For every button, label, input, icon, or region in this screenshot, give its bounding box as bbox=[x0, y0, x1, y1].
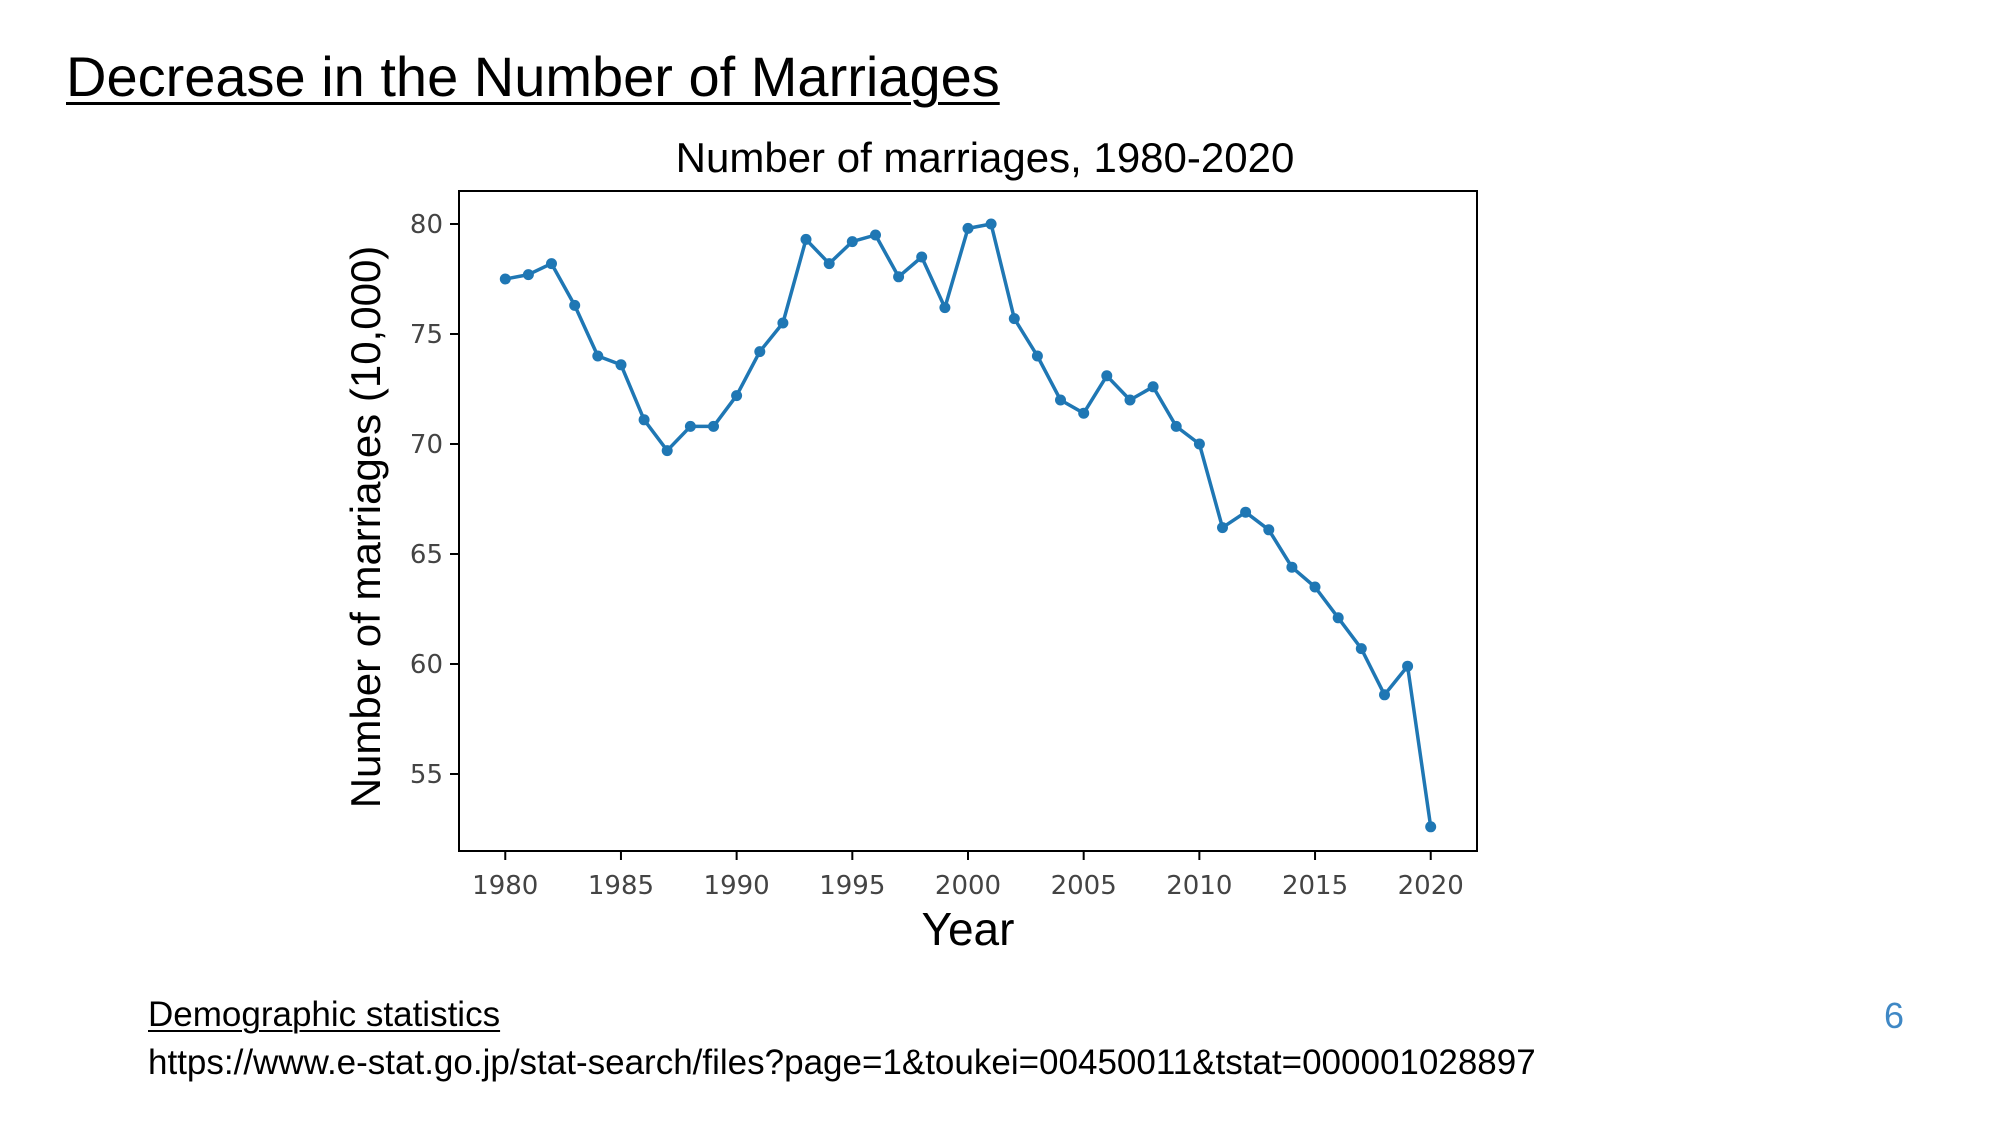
data-point bbox=[1055, 394, 1066, 406]
data-point bbox=[1263, 524, 1275, 536]
source-label: Demographic statistics bbox=[148, 995, 501, 1034]
data-point bbox=[1170, 420, 1182, 432]
marriages-line-chart: Number of marriages, 1980-2020 55 60 65 70 7… bbox=[342, 134, 1478, 955]
x-tick-label: 2015 bbox=[1282, 871, 1348, 901]
data-point bbox=[615, 359, 627, 371]
data-point bbox=[592, 350, 604, 362]
y-tick-label: 75 bbox=[410, 320, 443, 350]
x-tick-label: 1995 bbox=[819, 871, 885, 901]
x-tick-label: 2020 bbox=[1398, 871, 1464, 901]
data-point bbox=[1379, 689, 1390, 701]
x-tick-label: 1990 bbox=[704, 871, 770, 901]
data-point bbox=[1309, 581, 1321, 593]
x-tick-label: 1985 bbox=[588, 871, 654, 901]
data-point bbox=[1193, 438, 1205, 450]
data-point bbox=[1425, 821, 1437, 833]
y-tick-label: 65 bbox=[410, 540, 443, 570]
data-point bbox=[1332, 612, 1344, 624]
data-point bbox=[800, 233, 812, 245]
data-point bbox=[939, 302, 951, 314]
data-point bbox=[823, 258, 835, 270]
series-line bbox=[504, 222, 1433, 828]
data-point bbox=[569, 299, 581, 311]
data-point bbox=[870, 229, 881, 241]
data-point bbox=[1217, 522, 1228, 534]
slide-title: Decrease in the Number of Marriages bbox=[66, 45, 1000, 108]
data-point bbox=[546, 258, 557, 270]
data-point bbox=[985, 218, 997, 230]
data-point bbox=[893, 271, 905, 283]
data-point bbox=[1101, 370, 1113, 382]
data-point bbox=[1078, 407, 1090, 419]
data-point bbox=[684, 420, 696, 432]
data-point bbox=[962, 222, 974, 234]
plot-frame bbox=[458, 190, 1478, 852]
data-point bbox=[754, 346, 766, 358]
data-point bbox=[1355, 643, 1367, 655]
source-url: https://www.e-stat.go.jp/stat-search/fil… bbox=[148, 1043, 1536, 1082]
x-tick-label: 2010 bbox=[1166, 871, 1232, 901]
data-point bbox=[661, 445, 673, 457]
data-point bbox=[846, 236, 858, 248]
x-axis-ticks: 1980 1985 1990 1995 2000 2005 2010 2015 2020 bbox=[472, 851, 1464, 901]
page-number: 6 bbox=[1883, 995, 1904, 1036]
data-point bbox=[1402, 660, 1414, 672]
x-tick-label: 2000 bbox=[935, 871, 1001, 901]
data-point bbox=[916, 251, 928, 263]
data-point bbox=[1286, 561, 1298, 573]
x-axis-label: Year bbox=[922, 903, 1015, 955]
series-points bbox=[499, 218, 1437, 833]
data-point bbox=[1124, 394, 1136, 406]
data-point bbox=[638, 414, 650, 426]
data-point bbox=[522, 269, 534, 281]
y-tick-label: 80 bbox=[410, 210, 443, 240]
data-point bbox=[1008, 313, 1020, 325]
y-tick-label: 55 bbox=[410, 760, 443, 790]
data-point bbox=[1147, 381, 1159, 393]
data-point bbox=[731, 390, 743, 402]
chart-title: Number of marriages, 1980-2020 bbox=[676, 134, 1295, 181]
data-point bbox=[1240, 506, 1252, 518]
y-axis-ticks: 55 60 65 70 75 80 bbox=[410, 210, 459, 790]
y-tick-label: 60 bbox=[410, 650, 443, 680]
data-point bbox=[499, 273, 511, 285]
data-point bbox=[1031, 350, 1043, 362]
y-axis-label: Number of marriages (10,000) bbox=[342, 246, 389, 809]
data-point bbox=[708, 420, 719, 432]
data-point bbox=[777, 317, 789, 329]
x-tick-label: 1980 bbox=[472, 871, 538, 901]
x-tick-label: 2005 bbox=[1051, 871, 1117, 901]
y-tick-label: 70 bbox=[410, 430, 443, 460]
